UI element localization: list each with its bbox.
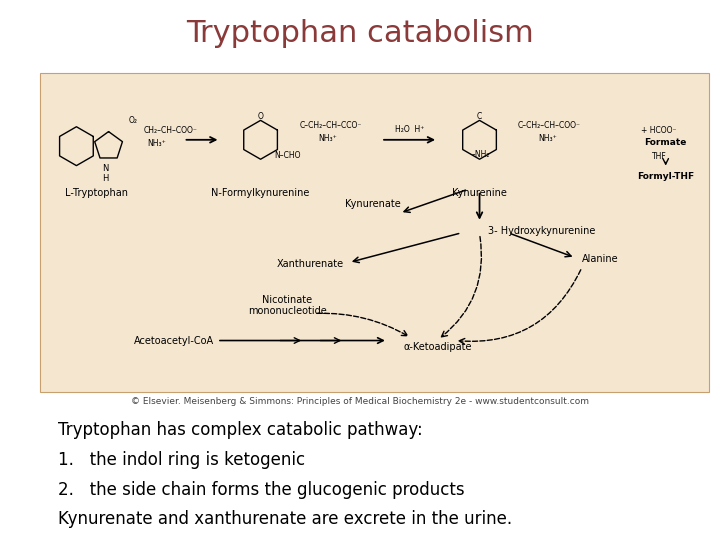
Text: 3- Hydroxykynurenine: 3- Hydroxykynurenine [488,226,595,236]
Text: Kynurenate and xanthurenate are excrete in the urine.: Kynurenate and xanthurenate are excrete … [58,510,512,528]
Text: α-Ketoadipate: α-Ketoadipate [404,342,472,352]
Text: © Elsevier. Meisenberg & Simmons: Principles of Medical Biochemistry 2e - www.st: © Elsevier. Meisenberg & Simmons: Princi… [131,397,589,406]
Text: N-Formylkynurenine: N-Formylkynurenine [212,187,310,198]
Text: C–CH₂–CH–COO⁻: C–CH₂–CH–COO⁻ [518,121,581,130]
Text: Kynurenate: Kynurenate [346,199,401,208]
Text: L-Tryptophan: L-Tryptophan [65,187,128,198]
Text: –NH₂: –NH₂ [472,150,490,159]
Text: NH₃⁺: NH₃⁺ [148,139,166,148]
Text: O₂: O₂ [129,116,138,125]
Text: Acetoacetyl-CoA: Acetoacetyl-CoA [133,336,214,346]
Text: O: O [258,112,264,122]
FancyBboxPatch shape [40,73,709,392]
Text: C: C [477,112,482,122]
Text: Tryptophan catabolism: Tryptophan catabolism [186,19,534,48]
Text: N–CHO: N–CHO [274,151,300,160]
Text: H: H [102,173,109,183]
Text: Tryptophan has complex catabolic pathway:: Tryptophan has complex catabolic pathway… [58,421,423,439]
Text: H₂O  H⁺: H₂O H⁺ [395,125,424,134]
Text: 1.   the indol ring is ketogenic: 1. the indol ring is ketogenic [58,451,305,469]
Text: C–CH₂–CH–CCO⁻: C–CH₂–CH–CCO⁻ [300,121,361,130]
Text: Xanthurenate: Xanthurenate [277,259,344,269]
Text: CH₂–CH–COO⁻: CH₂–CH–COO⁻ [143,126,197,135]
Text: Alanine: Alanine [582,254,618,264]
Text: THF: THF [652,152,667,161]
Text: Formate: Formate [644,138,687,147]
Text: NH₃⁺: NH₃⁺ [538,134,557,143]
Text: 2.   the side chain forms the glucogenic products: 2. the side chain forms the glucogenic p… [58,481,464,498]
Text: Formyl-THF: Formyl-THF [637,172,694,181]
Text: Nicotinate
mononucleotide: Nicotinate mononucleotide [248,295,327,316]
Text: N: N [102,164,109,173]
Text: + HCOO⁻: + HCOO⁻ [642,126,677,135]
Text: Kynurenine: Kynurenine [452,187,507,198]
Text: NH₃⁺: NH₃⁺ [318,134,337,143]
